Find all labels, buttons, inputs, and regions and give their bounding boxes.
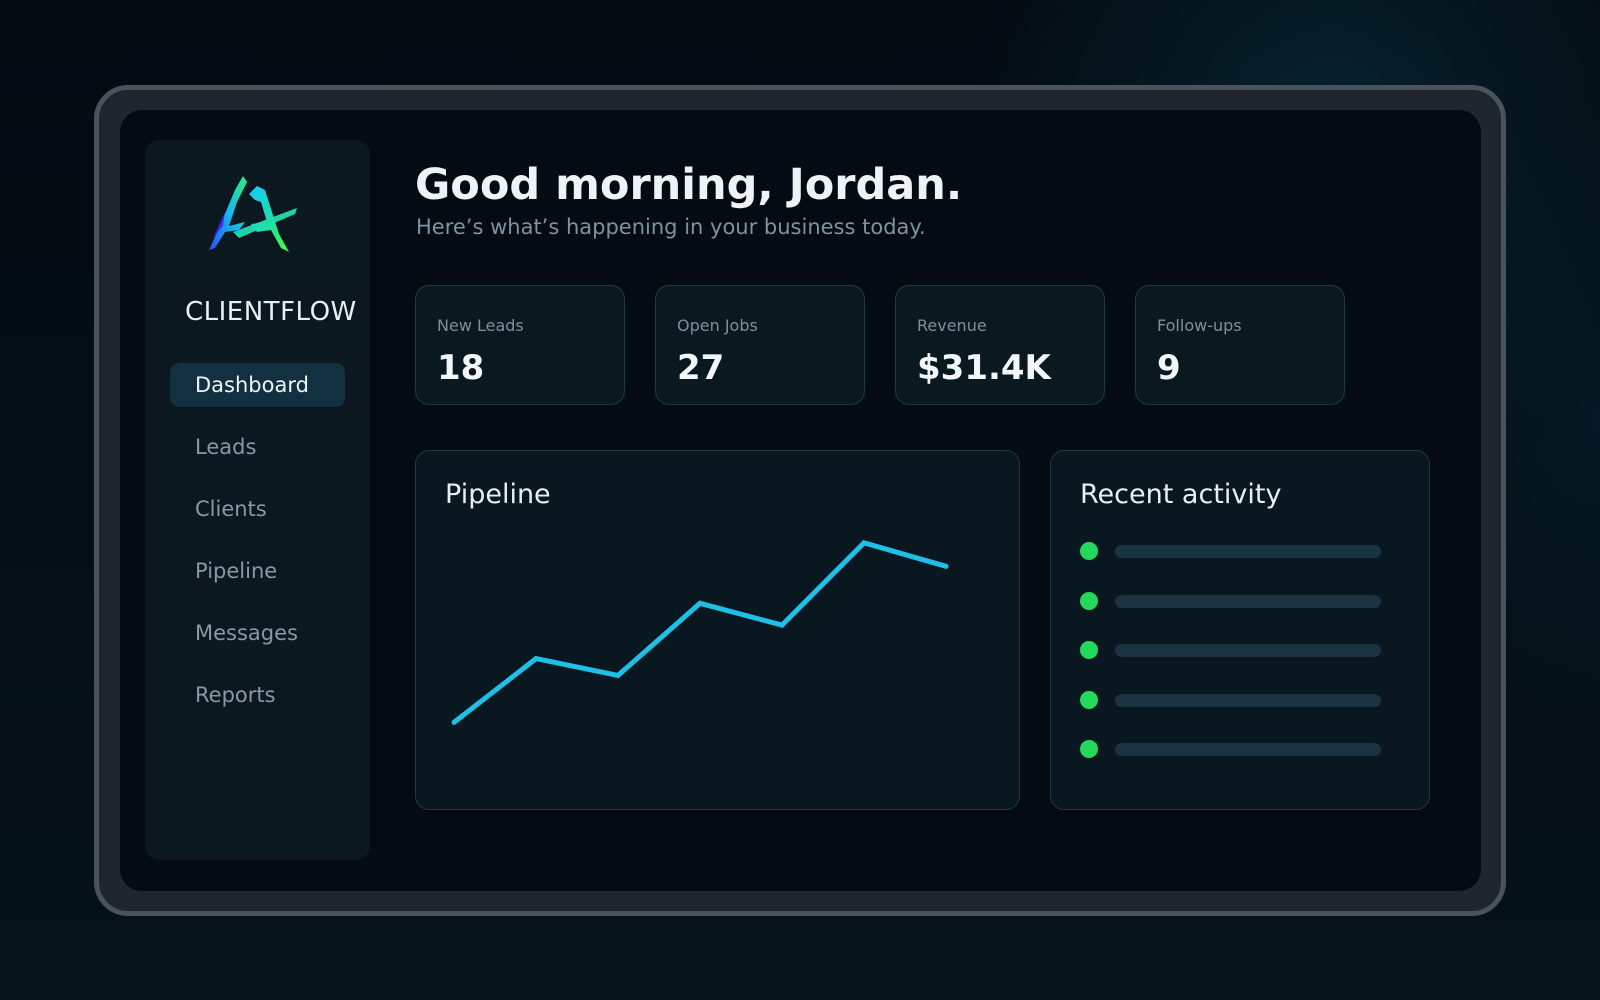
stat-card-open-jobs[interactable]: Open Jobs 27 [655,285,865,405]
sidebar-item-reports[interactable]: Reports [195,683,276,707]
app-screen: CLIENTFLOW Dashboard Leads Clients Pipel… [120,110,1481,891]
sidebar-item-clients[interactable]: Clients [195,497,267,521]
activity-item[interactable] [1080,690,1381,710]
activity-placeholder-bar [1115,594,1381,608]
status-dot-icon [1080,591,1098,610]
brand-logo-icon [209,176,297,252]
pipeline-point [615,672,621,678]
activity-title: Recent activity [1080,479,1282,510]
activity-item[interactable] [1080,591,1381,611]
page-subtitle: Here’s what’s happening in your business… [416,215,926,239]
stat-label: Open Jobs [677,316,758,335]
stat-value: 18 [437,348,485,388]
pipeline-point [779,622,785,628]
status-dot-icon [1080,740,1098,758]
pipeline-point [697,600,703,606]
activity-placeholder-bar [1115,743,1381,756]
activity-placeholder-bar [1115,545,1381,558]
activity-placeholder-bar [1115,644,1381,657]
stat-label: New Leads [437,316,524,335]
stat-value: 9 [1157,348,1181,388]
sidebar-item-messages[interactable]: Messages [195,621,298,645]
sidebar-item-dashboard[interactable]: Dashboard [170,363,345,407]
pipeline-point [533,656,539,662]
sidebar: CLIENTFLOW Dashboard Leads Clients Pipel… [145,140,370,860]
status-dot-icon [1080,690,1098,709]
activity-item[interactable] [1080,640,1381,660]
stat-label: Follow-ups [1157,316,1242,335]
status-dot-icon [1080,641,1098,659]
stat-value: $31.4K [917,348,1051,388]
recent-activity-panel: Recent activity [1050,450,1430,810]
activity-item[interactable] [1080,739,1381,759]
pipeline-title: Pipeline [445,479,551,510]
activity-placeholder-bar [1115,693,1381,707]
stat-card-new-leads[interactable]: New Leads 18 [415,285,625,405]
page-title: Good morning, Jordan. [415,160,963,210]
pipeline-point [943,563,949,569]
pipeline-point [451,719,457,725]
brand-name: CLIENTFLOW [185,297,357,327]
stat-value: 27 [677,348,725,388]
stat-card-revenue[interactable]: Revenue $31.4K [895,285,1105,405]
pipeline-point [861,540,867,546]
status-dot-icon [1080,542,1098,560]
pipeline-series-line [452,539,947,725]
sidebar-nav: Dashboard Leads Clients Pipeline Message… [170,363,345,735]
stat-card-follow-ups[interactable]: Follow-ups 9 [1135,285,1345,405]
stat-label: Revenue [917,316,987,335]
sidebar-item-pipeline[interactable]: Pipeline [195,559,278,583]
sidebar-item-leads[interactable]: Leads [195,435,257,459]
pipeline-panel: Pipeline [415,450,1020,810]
pipeline-chart [451,539,949,725]
activity-item[interactable] [1080,541,1381,561]
